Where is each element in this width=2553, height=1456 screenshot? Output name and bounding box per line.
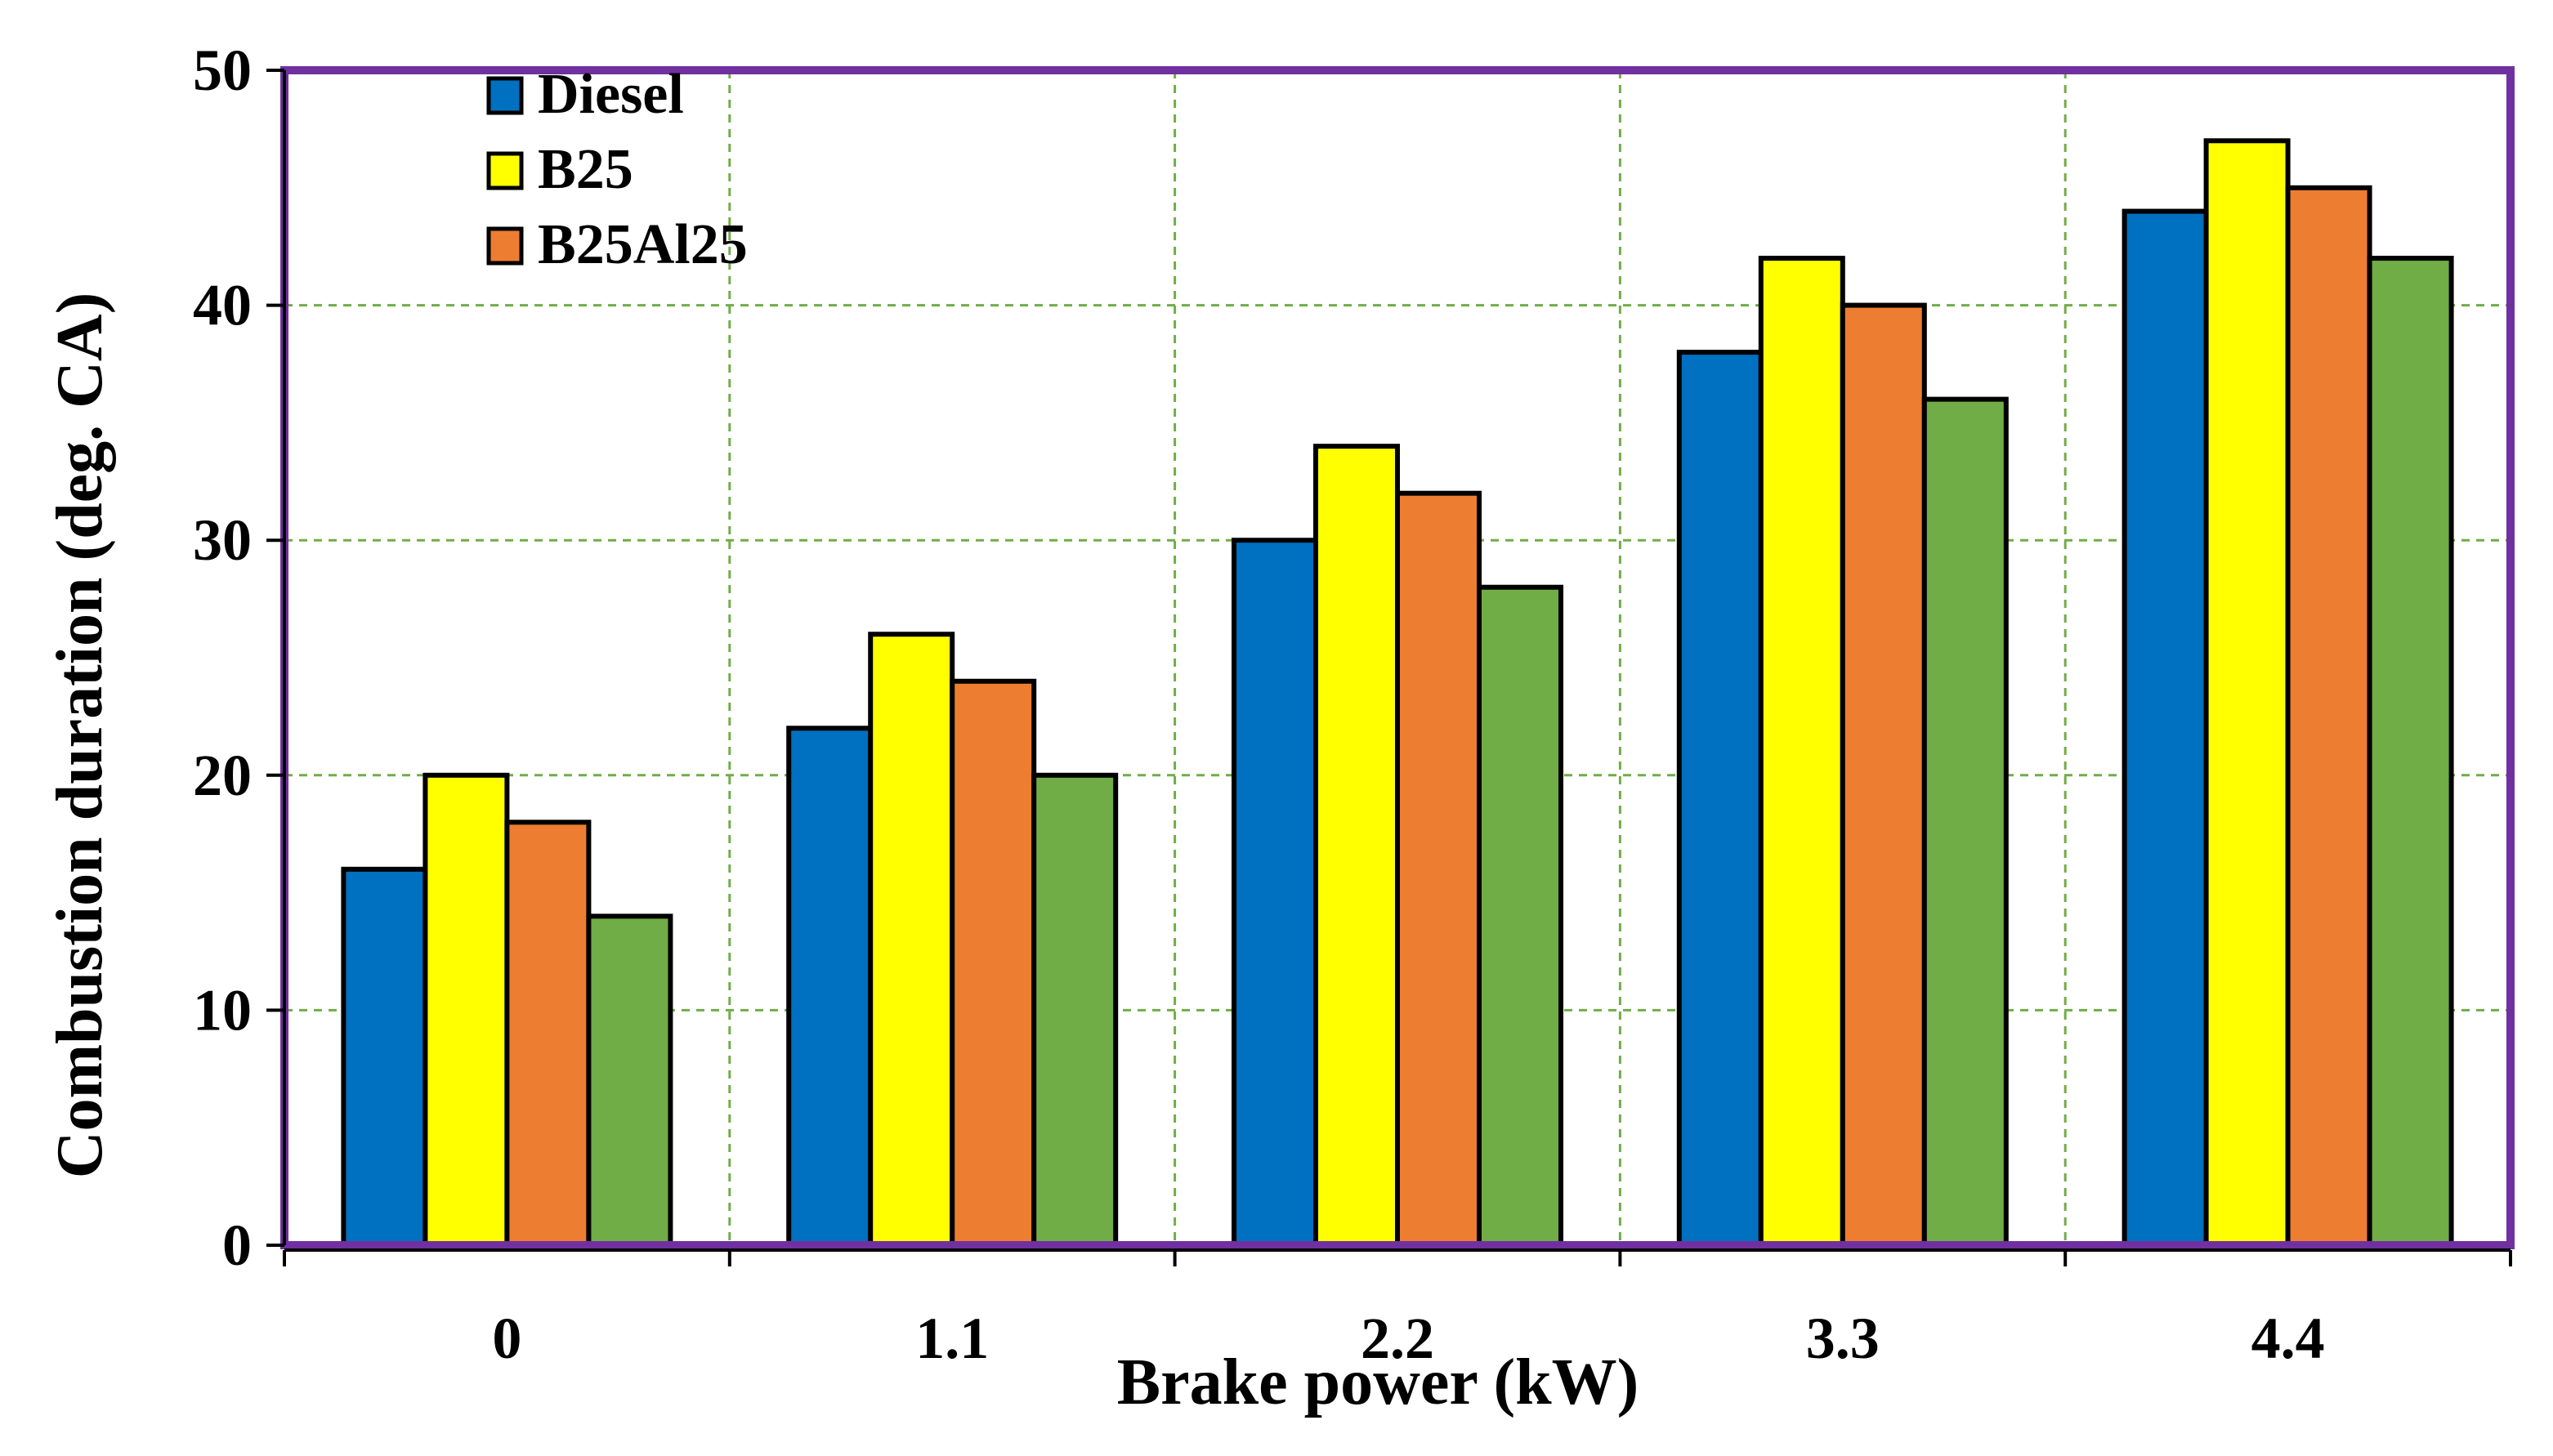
bar-series2-cat3: [1840, 302, 1927, 1248]
x-tick-label-0: 0: [492, 1306, 521, 1371]
x-axis-title: Brake power (kW): [1117, 1347, 1639, 1418]
x-tick-label-2: 2.2: [1361, 1306, 1434, 1371]
x-tick-labels: 0 1.1 2.2 3.3 4.4: [492, 1306, 2324, 1371]
legend-swatch-0: [486, 76, 524, 115]
bar-series1-cat4: [2203, 138, 2291, 1248]
bar-series3-cat4: [2367, 256, 2454, 1248]
bar-series0-cat2: [1232, 538, 1318, 1248]
legend-swatch-2: [486, 226, 524, 266]
y-tick-label-3: 30: [193, 507, 252, 573]
bar-series1-cat1: [868, 632, 955, 1248]
legend: Diesel B25 B25Al25: [486, 63, 748, 276]
bar-series3-cat2: [1477, 584, 1563, 1248]
x-tick-label-3: 3.3: [1806, 1306, 1880, 1371]
x-tick-label-4: 4.4: [2251, 1306, 2325, 1371]
bar-series0-cat0: [341, 866, 428, 1248]
y-tick-label-2: 20: [193, 743, 252, 808]
bar-series2-cat4: [2285, 185, 2372, 1248]
y-tick-label-4: 40: [193, 273, 252, 338]
bar-series0-cat1: [786, 726, 874, 1248]
bar-series3-cat1: [1031, 772, 1119, 1248]
bar-series3-cat3: [1921, 396, 2009, 1248]
y-tick-label-0: 0: [222, 1213, 252, 1278]
bar-series1-cat0: [423, 772, 510, 1248]
bar-series1-cat2: [1313, 444, 1400, 1248]
bar-series2-cat0: [504, 820, 592, 1248]
y-tick-label-1: 10: [193, 977, 252, 1043]
bar-series0-cat4: [2122, 208, 2209, 1248]
bar-series3-cat0: [586, 913, 673, 1248]
bar-series2-cat1: [950, 678, 1037, 1248]
bar-series1-cat3: [1758, 256, 1845, 1248]
legend-label-1: B25: [538, 138, 633, 201]
y-tick-label-5: 50: [193, 38, 252, 103]
y-tick-labels: 0 10 20 30 40 50: [193, 38, 252, 1278]
bars: [341, 138, 2454, 1248]
y-axis-title: Combustion duration (deg. CA): [44, 293, 116, 1179]
legend-label-2: B25Al25: [538, 213, 748, 276]
axes: [266, 69, 2512, 1266]
legend-label-0: Diesel: [538, 63, 684, 126]
bar-series0-cat3: [1676, 350, 1764, 1248]
legend-swatch-1: [486, 151, 524, 190]
bar-series2-cat2: [1395, 490, 1482, 1248]
x-tick-label-1: 1.1: [915, 1306, 989, 1371]
